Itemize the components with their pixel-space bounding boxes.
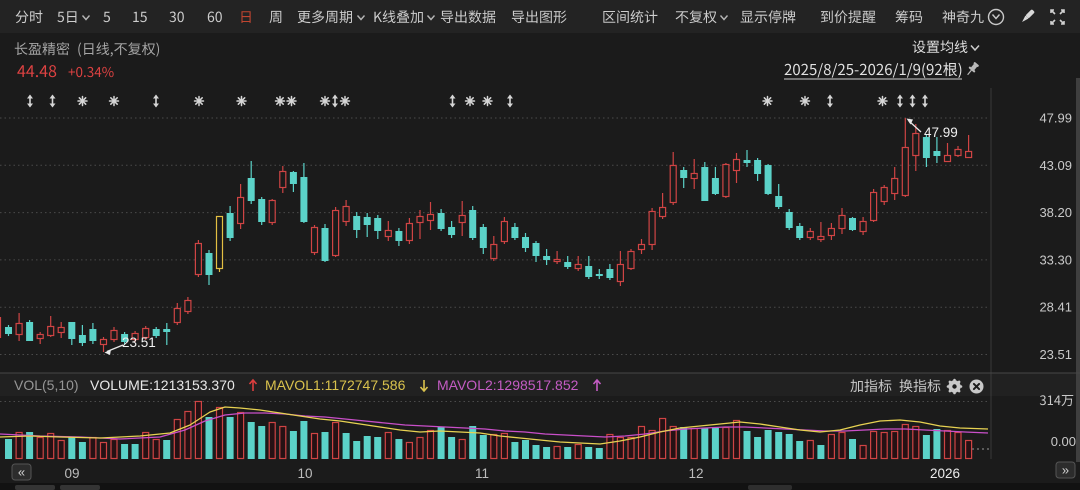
svg-text:VOLUME:1213153.370: VOLUME:1213153.370 bbox=[90, 377, 235, 393]
svg-text:»: » bbox=[1062, 463, 1069, 478]
svg-text:0.00: 0.00 bbox=[1051, 434, 1076, 449]
svg-text:23.51: 23.51 bbox=[122, 335, 156, 350]
svg-text:MAVOL2:1298517.852: MAVOL2:1298517.852 bbox=[437, 377, 579, 393]
svg-text:28.41: 28.41 bbox=[1039, 300, 1072, 315]
svg-text:23.51: 23.51 bbox=[1039, 347, 1072, 362]
svg-text:47.99: 47.99 bbox=[924, 125, 958, 140]
svg-text:33.30: 33.30 bbox=[1039, 252, 1072, 267]
svg-text:12: 12 bbox=[688, 466, 703, 481]
svg-text:10: 10 bbox=[297, 466, 312, 481]
svg-text:«: « bbox=[18, 465, 25, 480]
svg-text:47.99: 47.99 bbox=[1039, 111, 1072, 126]
svg-text:38.20: 38.20 bbox=[1039, 205, 1072, 220]
svg-text:43.09: 43.09 bbox=[1039, 158, 1072, 173]
svg-text:MAVOL1:1172747.586: MAVOL1:1172747.586 bbox=[265, 377, 406, 393]
svg-text:11: 11 bbox=[475, 466, 489, 481]
svg-text:2026: 2026 bbox=[930, 466, 960, 481]
svg-text:VOL(5,10): VOL(5,10) bbox=[14, 377, 79, 393]
svg-text:09: 09 bbox=[64, 466, 79, 481]
